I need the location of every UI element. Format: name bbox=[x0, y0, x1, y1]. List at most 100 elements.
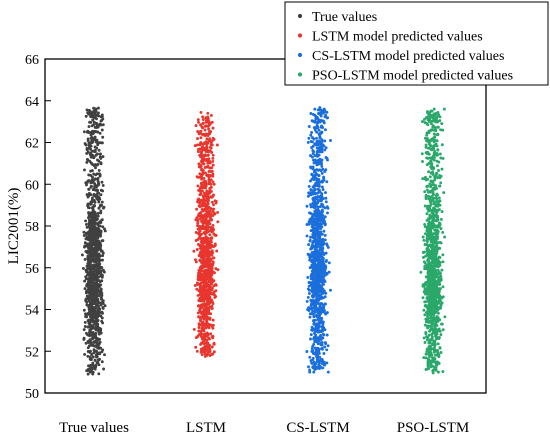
scatter-cloud-point bbox=[88, 152, 92, 156]
scatter-cloud-point bbox=[433, 348, 437, 352]
scatter-cloud-point bbox=[425, 131, 429, 135]
data-point bbox=[212, 182, 216, 186]
scatter-cloud-point bbox=[99, 296, 103, 300]
scatter-cloud-point bbox=[430, 162, 434, 166]
scatter-cloud-point bbox=[94, 296, 98, 300]
scatter-cloud-point bbox=[99, 156, 103, 160]
scatter-cloud-point bbox=[199, 192, 203, 196]
scatter-cloud-point bbox=[429, 115, 433, 119]
scatter-cloud-point bbox=[197, 304, 201, 308]
scatter-cloud-point bbox=[431, 145, 435, 149]
scatter-cloud-point bbox=[324, 196, 328, 200]
scatter-cloud-point bbox=[211, 153, 215, 157]
scatter-cloud-point bbox=[199, 163, 202, 167]
scatter-cloud-point bbox=[207, 219, 211, 223]
scatter-cloud-point bbox=[433, 283, 437, 287]
scatter-cloud-point bbox=[424, 178, 428, 182]
scatter-cloud-point bbox=[100, 279, 104, 283]
scatter-cloud-point bbox=[93, 218, 97, 222]
scatter-cloud-point bbox=[209, 215, 212, 219]
scatter-cloud-point bbox=[319, 230, 323, 234]
scatter-cloud-point bbox=[427, 333, 431, 337]
data-point bbox=[83, 257, 87, 261]
scatter-cloud-point bbox=[313, 221, 317, 225]
scatter-cloud-point bbox=[320, 271, 324, 275]
scatter-cloud-point bbox=[206, 272, 210, 276]
scatter-cloud-point bbox=[199, 282, 203, 286]
scatter-cloud-point bbox=[428, 208, 432, 212]
scatter-cloud-point bbox=[92, 193, 96, 197]
scatter-cloud-point bbox=[101, 321, 105, 325]
scatter-cloud-point bbox=[320, 280, 324, 284]
scatter-cloud-point bbox=[92, 281, 96, 285]
scatter-cloud-point bbox=[202, 186, 206, 189]
scatter-cloud-point bbox=[91, 118, 95, 122]
scatter-cloud-point bbox=[311, 112, 315, 116]
scatter-cloud-point bbox=[443, 315, 447, 319]
scatter-cloud-point bbox=[309, 337, 312, 341]
scatter-cloud-point bbox=[323, 269, 326, 273]
scatter-cloud-point bbox=[90, 235, 93, 239]
scatter-cloud-point bbox=[200, 293, 204, 297]
scatter-cloud-point bbox=[208, 129, 211, 133]
scatter-cloud-point bbox=[103, 229, 107, 233]
scatter-cloud-point bbox=[92, 216, 96, 220]
scatter-cloud-point bbox=[435, 139, 439, 143]
scatter-cloud-point bbox=[208, 263, 212, 267]
scatter-cloud-point bbox=[87, 221, 91, 225]
scatter-cloud-point bbox=[425, 188, 429, 192]
scatter-cloud-point bbox=[97, 328, 100, 332]
scatter-cloud-point bbox=[92, 187, 96, 191]
scatter-cloud-point bbox=[440, 301, 444, 305]
scatter-cloud-point bbox=[213, 242, 217, 246]
data-point bbox=[100, 360, 104, 364]
scatter-cloud-point bbox=[93, 135, 97, 139]
scatter-cloud-point bbox=[426, 151, 430, 155]
scatter-cloud-point bbox=[309, 277, 313, 281]
scatter-cloud-point bbox=[88, 281, 92, 285]
scatter-cloud-point bbox=[216, 268, 220, 272]
scatter-cloud-point bbox=[208, 300, 212, 304]
scatter-cloud-point bbox=[316, 124, 320, 128]
scatter-cloud-point bbox=[307, 184, 311, 188]
scatter-cloud-point bbox=[325, 333, 329, 337]
scatter-cloud-point bbox=[205, 263, 209, 267]
scatter-cloud-point bbox=[435, 116, 439, 120]
scatter-cloud-point bbox=[431, 190, 435, 194]
scatter-cloud-point bbox=[321, 347, 324, 351]
scatter-cloud-point bbox=[312, 286, 316, 290]
scatter-cloud-point bbox=[423, 304, 427, 308]
scatter-cloud-point bbox=[319, 255, 323, 259]
scatter-cloud-point bbox=[435, 331, 438, 335]
scatter-cloud-point bbox=[99, 287, 103, 291]
scatter-cloud-point bbox=[99, 152, 102, 156]
scatter-cloud-point bbox=[90, 314, 94, 318]
scatter-cloud-point bbox=[440, 295, 443, 299]
scatter-cloud-point bbox=[321, 167, 325, 171]
scatter-cloud-point bbox=[101, 206, 105, 210]
scatter-cloud-point bbox=[210, 166, 214, 170]
scatter-cloud-point bbox=[93, 302, 96, 306]
scatter-cloud-point bbox=[93, 260, 96, 264]
scatter-cloud-point bbox=[84, 291, 88, 295]
scatter-cloud-point bbox=[437, 259, 440, 263]
scatter-cloud-point bbox=[316, 236, 320, 239]
scatter-cloud-point bbox=[312, 294, 316, 298]
scatter-cloud-point bbox=[428, 190, 432, 194]
scatter-cloud-point bbox=[322, 352, 326, 355]
scatter-cloud-point bbox=[89, 193, 93, 197]
scatter-cloud-point bbox=[425, 212, 429, 216]
scatter-cloud-point bbox=[198, 289, 202, 293]
scatter-cloud-point bbox=[441, 230, 445, 234]
scatter-cloud-point bbox=[206, 212, 210, 216]
scatter-cloud-point bbox=[427, 112, 431, 116]
scatter-cloud-point bbox=[92, 278, 95, 282]
scatter-cloud-point bbox=[207, 127, 211, 131]
scatter-cloud-point bbox=[211, 172, 215, 176]
scatter-cloud-point bbox=[439, 333, 443, 337]
scatter-cloud-point bbox=[196, 278, 200, 281]
scatter-cloud-point bbox=[211, 214, 215, 217]
scatter-cloud-point bbox=[313, 154, 317, 158]
scatter-cloud-point bbox=[82, 308, 86, 312]
